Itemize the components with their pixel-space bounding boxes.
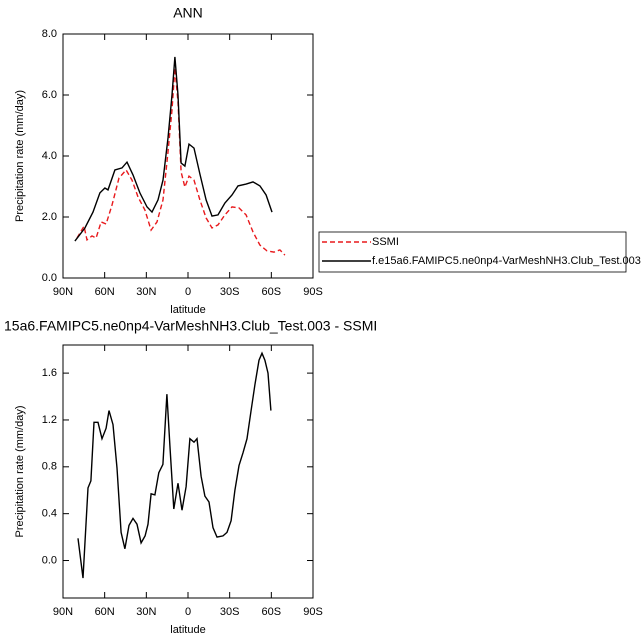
y-tick-label: 8.0 xyxy=(42,28,57,40)
plot-frame xyxy=(62,33,314,279)
x-tick-label: 60N xyxy=(95,606,115,618)
y-tick-label: 2.0 xyxy=(42,211,57,223)
x-tick-label: 90S xyxy=(303,286,323,298)
y-axis-label: Precipitation rate (mm/day) xyxy=(14,90,26,222)
x-tick-label: 30N xyxy=(136,286,156,298)
x-tick-label: 0 xyxy=(185,606,191,618)
x-tick-label: 90S xyxy=(303,606,323,618)
x-tick-label: 0 xyxy=(185,286,191,298)
legend-label: f.e15a6.FAMIPC5.ne0np4-VarMeshNH3.Club_T… xyxy=(372,255,641,267)
y-tick-label: 6.0 xyxy=(42,89,57,101)
x-tick-label: 30N xyxy=(136,606,156,618)
legend-label: SSMI xyxy=(372,236,399,248)
y-axis-label: Precipitation rate (mm/day) xyxy=(14,405,26,537)
legend-box xyxy=(318,231,627,273)
data-line xyxy=(74,56,273,242)
data-line xyxy=(77,351,272,579)
data-line xyxy=(76,67,286,256)
x-axis-label: latitude xyxy=(170,304,205,316)
y-tick-label: 1.2 xyxy=(42,414,57,426)
y-tick-label: 4.0 xyxy=(42,150,57,162)
x-tick-label: 30S xyxy=(220,286,240,298)
chart-title: 15a6.FAMIPC5.ne0np4-VarMeshNH3.Club_Test… xyxy=(4,318,377,334)
x-axis-label: latitude xyxy=(170,624,205,636)
x-tick-label: 90N xyxy=(53,606,73,618)
y-tick-label: 0.8 xyxy=(42,461,57,473)
chart-title: ANN xyxy=(173,5,203,21)
x-tick-label: 90N xyxy=(53,286,73,298)
y-tick-label: 0.4 xyxy=(42,508,57,520)
x-tick-label: 30S xyxy=(220,606,240,618)
y-tick-label: 1.6 xyxy=(42,367,57,379)
x-tick-label: 60S xyxy=(262,606,282,618)
x-tick-label: 60N xyxy=(95,286,115,298)
x-tick-label: 60S xyxy=(262,286,282,298)
y-tick-label: 0.0 xyxy=(42,272,57,284)
y-tick-label: 0.0 xyxy=(42,554,57,566)
